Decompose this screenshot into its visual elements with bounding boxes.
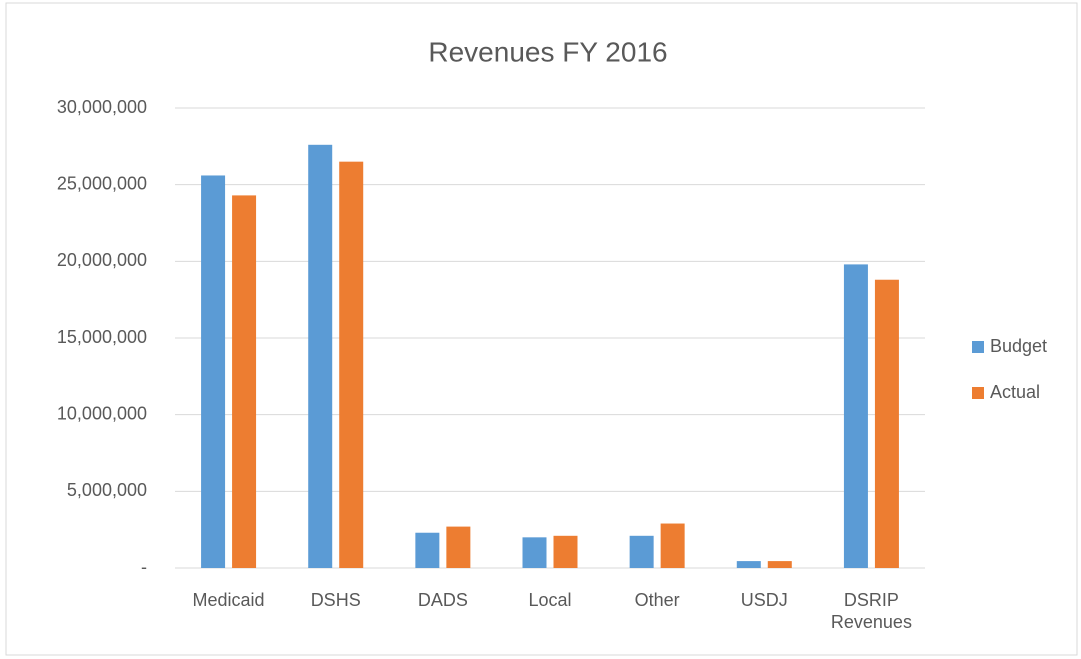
bar [339,161,364,568]
chart-title: Revenues FY 2016 [428,36,667,67]
bar [736,561,761,568]
x-tick-label: DSRIP Revenues [830,590,912,632]
y-tick-label: 10,000,000 [57,403,147,423]
x-tick-label: Local [528,590,572,610]
bar [415,532,440,568]
x-tick-label: DADS [417,590,468,610]
y-tick-label: 30,000,000 [57,97,147,117]
bar [874,279,899,568]
bar [446,526,471,568]
y-tick-label: 25,000,000 [57,173,147,193]
bar [201,175,226,568]
legend-swatch [972,341,984,353]
bar [629,535,654,568]
bar [232,195,257,568]
legend-label: Actual [990,382,1040,402]
x-tick-label: Medicaid [192,590,265,610]
bar [522,537,547,568]
y-tick-label: - [141,557,147,577]
bar [660,523,685,568]
legend-label: Budget [990,336,1047,356]
bar [308,144,333,569]
legend-swatch [972,387,984,399]
y-tick-label: 15,000,000 [57,327,147,347]
bar [843,264,868,568]
y-tick-label: 20,000,000 [57,250,147,270]
x-tick-label: DSHS [310,590,361,610]
y-tick-label: 5,000,000 [67,480,147,500]
bar [553,535,578,568]
x-tick-label: Other [634,590,680,610]
bar [767,561,792,568]
x-tick-label: USDJ [740,590,788,610]
